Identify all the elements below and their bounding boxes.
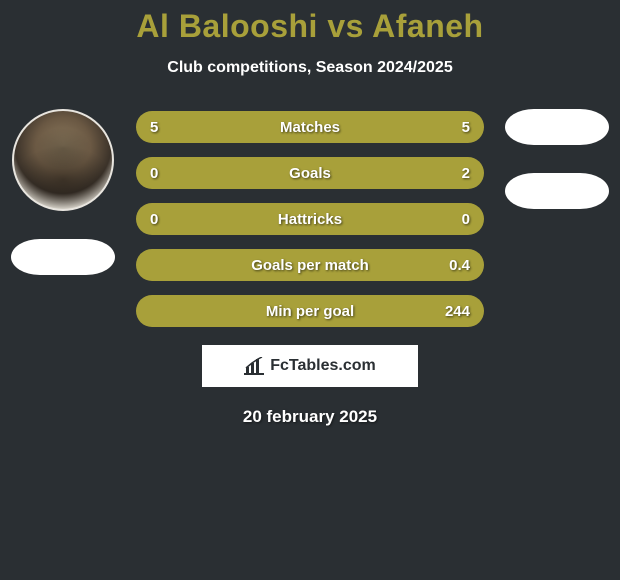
stat-left-value: 0 [150, 211, 178, 228]
stat-row-hattricks: 0 Hattricks 0 [136, 203, 484, 235]
stat-label: Goals per match [136, 257, 484, 274]
left-player-flag [11, 239, 115, 275]
stat-label: Min per goal [136, 303, 484, 320]
stat-label: Matches [136, 119, 484, 136]
page-title: Al Balooshi vs Afaneh [0, 8, 620, 45]
content-row: 5 Matches 5 0 Goals 2 0 Hattricks 0 Goal… [0, 109, 620, 327]
stat-row-goals-per-match: Goals per match 0.4 [136, 249, 484, 281]
stat-right-value: 0.4 [442, 257, 470, 274]
right-player-flag-2 [505, 173, 609, 209]
stat-row-min-per-goal: Min per goal 244 [136, 295, 484, 327]
brand-text: FcTables.com [270, 357, 376, 375]
stat-row-goals: 0 Goals 2 [136, 157, 484, 189]
subtitle: Club competitions, Season 2024/2025 [0, 59, 620, 77]
right-player-column [502, 109, 612, 209]
stat-left-value: 0 [150, 165, 178, 182]
comparison-card: Al Balooshi vs Afaneh Club competitions,… [0, 0, 620, 427]
stat-right-value: 244 [442, 303, 470, 320]
stat-label: Goals [136, 165, 484, 182]
stat-right-value: 0 [442, 211, 470, 228]
brand-badge[interactable]: FcTables.com [202, 345, 418, 387]
right-player-flag-1 [505, 109, 609, 145]
stat-left-value: 5 [150, 119, 178, 136]
stat-row-matches: 5 Matches 5 [136, 111, 484, 143]
left-player-avatar [12, 109, 114, 211]
date-label: 20 february 2025 [0, 407, 620, 427]
stat-right-value: 5 [442, 119, 470, 136]
stat-right-value: 2 [442, 165, 470, 182]
left-player-column [8, 109, 118, 275]
stat-label: Hattricks [136, 211, 484, 228]
stats-bars: 5 Matches 5 0 Goals 2 0 Hattricks 0 Goal… [136, 109, 484, 327]
chart-icon [244, 357, 264, 375]
